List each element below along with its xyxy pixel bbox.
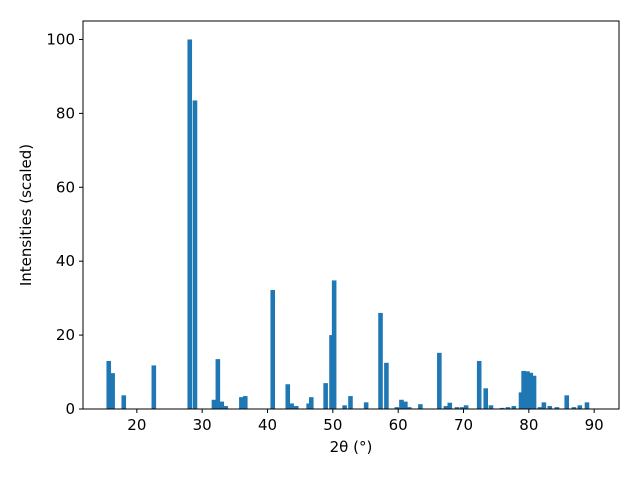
- bar: [488, 405, 494, 409]
- bar: [219, 401, 225, 409]
- bar: [270, 290, 276, 409]
- bar: [547, 406, 553, 409]
- x-tick-label: 70: [454, 416, 473, 434]
- bar: [459, 407, 465, 409]
- bar: [541, 402, 547, 409]
- bar: [577, 405, 583, 409]
- x-tick-label: 40: [258, 416, 277, 434]
- bar: [289, 403, 294, 409]
- y-tick-label: 100: [46, 30, 75, 48]
- bar: [584, 402, 590, 409]
- x-tick-label: 90: [585, 416, 604, 434]
- bar: [363, 402, 369, 409]
- bar: [348, 396, 353, 409]
- bar: [293, 406, 299, 409]
- bar: [331, 280, 337, 409]
- bar: [528, 372, 534, 409]
- y-tick-label: 20: [56, 326, 75, 344]
- bar: [483, 388, 489, 409]
- bar: [443, 406, 449, 409]
- bar: [531, 375, 537, 409]
- bar: [151, 365, 157, 409]
- bar: [463, 405, 469, 409]
- bar: [525, 371, 530, 409]
- bar: [211, 399, 217, 409]
- bar: [243, 396, 248, 409]
- bar: [454, 407, 460, 409]
- bar: [554, 407, 560, 409]
- x-tick-label: 30: [193, 416, 212, 434]
- y-axis-label: Intensities (scaled): [17, 144, 35, 286]
- bar: [394, 407, 400, 409]
- x-tick-label: 60: [389, 416, 408, 434]
- bar: [187, 39, 193, 409]
- bar: [571, 407, 577, 409]
- bar: [403, 401, 408, 409]
- bar: [505, 407, 511, 409]
- bar: [215, 359, 221, 409]
- bar: [378, 312, 383, 409]
- bar: [537, 407, 543, 409]
- bar: [476, 360, 482, 409]
- y-tick-label: 60: [56, 178, 75, 196]
- bar: [239, 397, 244, 409]
- bar: [521, 370, 526, 409]
- y-tick-label: 80: [56, 104, 75, 122]
- bar: [499, 407, 505, 409]
- bar: [342, 405, 347, 409]
- bar: [106, 360, 112, 409]
- bar: [323, 383, 328, 409]
- bar: [437, 352, 442, 409]
- bar: [384, 362, 389, 409]
- bar: [306, 403, 311, 409]
- bar: [564, 395, 570, 409]
- y-tick-label: 0: [65, 400, 75, 418]
- bar: [418, 404, 423, 409]
- bar: [511, 406, 517, 409]
- bar: [399, 399, 404, 409]
- bar: [192, 100, 198, 409]
- bar: [223, 406, 228, 409]
- plot-frame: [82, 20, 620, 410]
- bar: [406, 407, 412, 409]
- y-tick-label: 40: [56, 252, 75, 270]
- bar: [121, 395, 127, 409]
- bar: [447, 402, 453, 409]
- x-tick-label: 80: [519, 416, 538, 434]
- x-axis-label: 2θ (°): [330, 438, 373, 456]
- bar: [285, 384, 291, 409]
- x-tick-label: 50: [323, 416, 342, 434]
- bar: [518, 392, 524, 409]
- bar: [110, 373, 115, 409]
- x-tick-label: 20: [127, 416, 146, 434]
- bar: [308, 397, 314, 409]
- bar: [329, 335, 334, 409]
